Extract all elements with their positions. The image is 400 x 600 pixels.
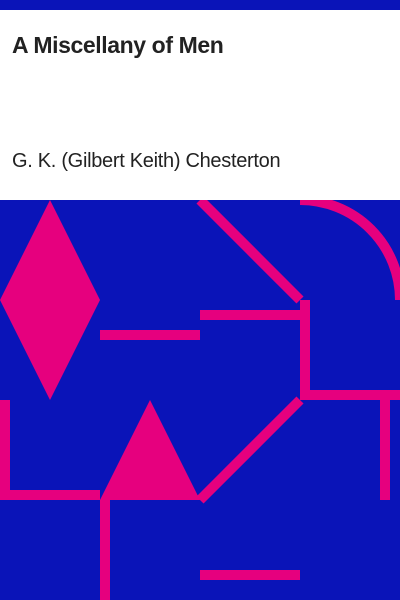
line-pattern [0, 200, 400, 600]
title-panel: A Miscellany of Men G. K. (Gilbert Keith… [0, 10, 400, 200]
top-color-band [0, 0, 400, 10]
book-author: G. K. (Gilbert Keith) Chesterton [12, 150, 281, 172]
triangle-shape [100, 400, 200, 500]
quarter-arc [299, 200, 400, 301]
diagonal-line [196, 396, 304, 504]
cover-artwork [0, 200, 400, 600]
book-title: A Miscellany of Men [12, 32, 224, 58]
diamond-shape [0, 200, 100, 400]
diagonal-line [196, 200, 304, 304]
